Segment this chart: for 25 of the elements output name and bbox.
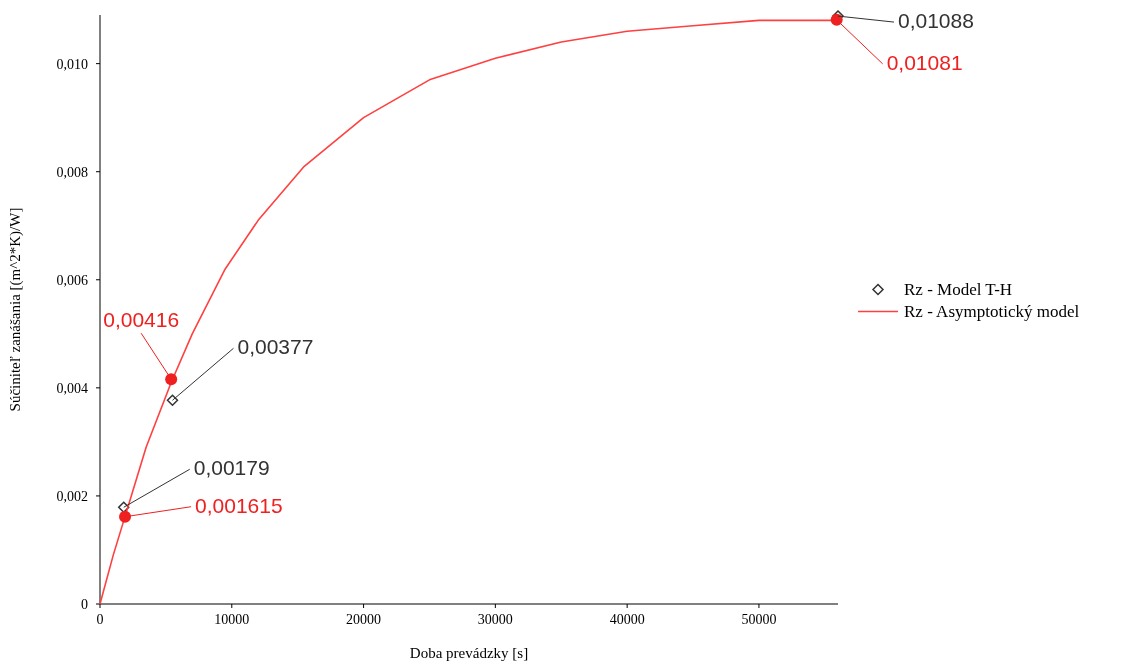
x-axis-title: Doba prevádzky [s]: [409, 645, 529, 661]
x-tick-label: 10000: [214, 612, 250, 627]
x-tick-label: 0: [96, 612, 104, 627]
y-tick-label: 0,004: [56, 380, 88, 396]
x-tick-label: 30000: [477, 612, 513, 627]
y-tick-label: 0,010: [56, 56, 88, 72]
x-tick-label: 20000: [346, 612, 382, 627]
data-label: 0,001615: [195, 493, 283, 517]
y-tick-label: 0: [81, 597, 88, 612]
legend-label: Rz - Asymptotický model: [904, 301, 1080, 321]
legend-label: Rz - Model T-H: [904, 279, 1013, 299]
x-tick-label: 50000: [741, 612, 777, 627]
point: [165, 373, 178, 386]
data-label: 0,00416: [103, 308, 180, 332]
y-tick-label: 0,008: [56, 164, 88, 180]
y-axis-title: Súčiniteľ zanášania [(m^2*K)/W]: [7, 207, 24, 412]
point: [119, 510, 132, 523]
point: [166, 394, 179, 407]
data-label: 0,01081: [886, 50, 963, 74]
data-label: 0,01088: [898, 9, 974, 33]
data-label: 0,00377: [237, 335, 314, 359]
y-tick-label: 0,002: [56, 488, 88, 504]
x-tick-label: 40000: [609, 612, 645, 627]
y-tick-label: 0,006: [56, 272, 88, 288]
data-label: 0,00179: [193, 456, 270, 480]
